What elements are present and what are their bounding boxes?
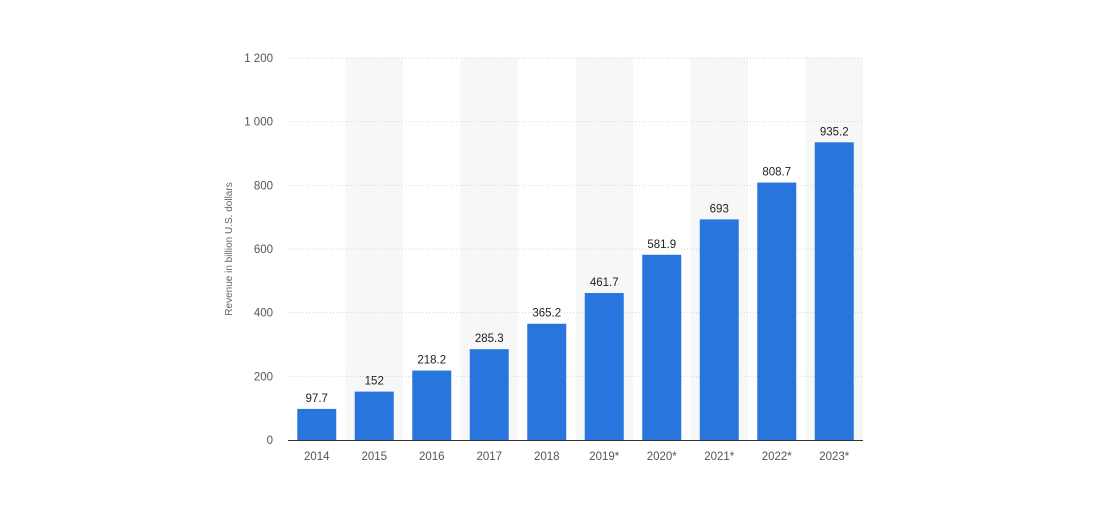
- x-tick-label: 2014: [304, 451, 330, 463]
- bar[interactable]: [699, 219, 739, 440]
- x-tick-label: 2020*: [647, 451, 678, 463]
- bar[interactable]: [584, 293, 624, 440]
- data-label: 581.9: [647, 239, 676, 251]
- data-label: 285.3: [475, 333, 504, 345]
- data-labels: 97.7 152 218.2 285.3 365.2 461.7 581.9 693 808.7…: [306, 126, 849, 405]
- x-tick-label: 2016: [419, 451, 445, 463]
- x-axis-ticks: 2014 2015 2016 2017 2018 2019* 2020* 2021* 2022*…: [304, 451, 850, 463]
- bar[interactable]: [354, 391, 394, 440]
- data-label: 935.2: [820, 126, 849, 138]
- y-tick-label: 400: [254, 308, 273, 320]
- y-axis-ticks: 0 200 400 600 800 1 000 1 200: [244, 53, 273, 447]
- data-label: 365.2: [532, 308, 561, 320]
- y-axis-title: Revenue in billion U.S. dollars: [224, 182, 235, 315]
- data-label: 461.7: [590, 277, 619, 289]
- bar[interactable]: [814, 142, 854, 440]
- data-label: 693: [710, 203, 729, 215]
- bar[interactable]: [527, 323, 567, 440]
- y-tick-label: 200: [254, 371, 273, 383]
- x-tick-label: 2017: [476, 451, 502, 463]
- bar[interactable]: [412, 370, 452, 440]
- bar[interactable]: [469, 349, 509, 440]
- x-tick-label: 2018: [534, 451, 560, 463]
- data-label: 808.7: [762, 167, 791, 179]
- data-label: 152: [365, 376, 384, 388]
- bar[interactable]: [642, 254, 682, 440]
- data-label: 97.7: [306, 393, 328, 405]
- y-tick-label: 600: [254, 244, 273, 256]
- y-tick-label: 0: [267, 435, 273, 447]
- y-tick-label: 1 200: [244, 53, 273, 65]
- x-tick-label: 2015: [361, 451, 387, 463]
- x-tick-label: 2019*: [589, 451, 620, 463]
- bars: [297, 142, 854, 440]
- bar[interactable]: [297, 408, 337, 440]
- bar[interactable]: [757, 182, 797, 440]
- x-tick-label: 2022*: [762, 451, 793, 463]
- data-label: 218.2: [417, 355, 446, 367]
- y-tick-label: 800: [254, 180, 273, 192]
- x-tick-label: 2023*: [819, 451, 850, 463]
- x-tick-label: 2021*: [704, 451, 735, 463]
- y-tick-label: 1 000: [244, 117, 273, 129]
